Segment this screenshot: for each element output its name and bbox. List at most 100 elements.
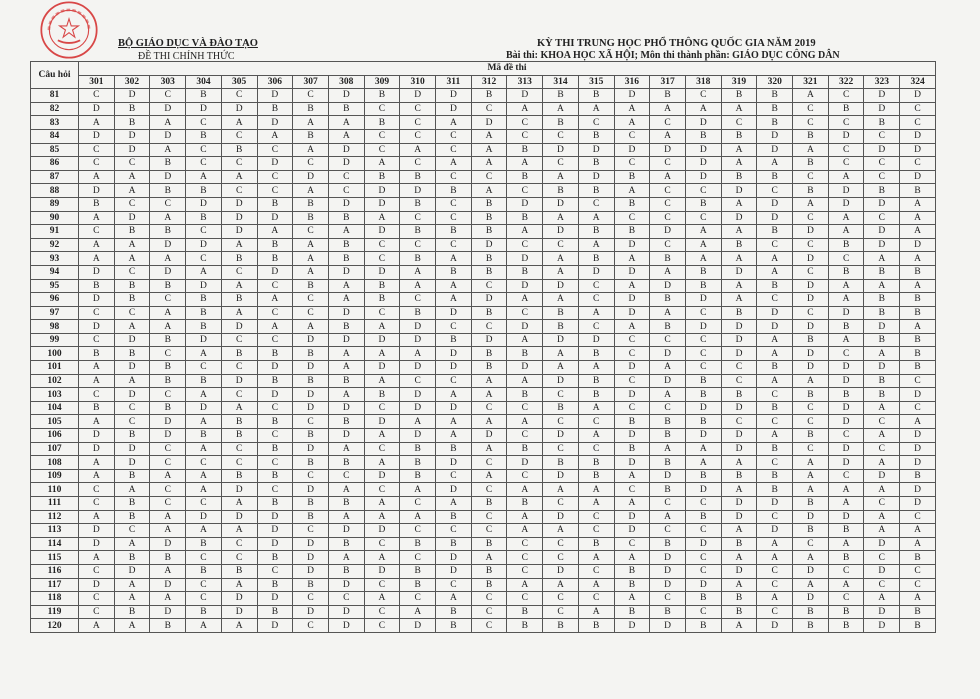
answer-cell: A: [827, 210, 865, 226]
answer-cell: B: [684, 128, 722, 144]
answer-cell: B: [292, 496, 329, 511]
answer-cell: A: [720, 577, 758, 593]
answer-cell: D: [863, 88, 901, 103]
answer-cell: A: [113, 237, 151, 253]
answer-cell: D: [899, 142, 936, 158]
answer-cell: D: [792, 319, 829, 334]
question-number: 116: [30, 563, 79, 579]
answer-cell: C: [470, 482, 508, 497]
question-number: 114: [30, 536, 79, 552]
answer-cell: B: [756, 441, 794, 457]
answer-cell: B: [399, 455, 437, 470]
answer-cell: A: [863, 346, 901, 362]
answer-cell: C: [649, 115, 686, 130]
question-number: 93: [30, 251, 79, 266]
answer-cell: A: [792, 196, 829, 212]
table-row: 102 A A B B D B B B A C C A A D B C D B C A A D B C: [30, 373, 936, 389]
answer-cell: D: [363, 264, 401, 280]
answer-cell: B: [792, 332, 829, 348]
answer-cell: D: [470, 428, 508, 443]
answer-cell: D: [327, 156, 365, 171]
answer-cell: D: [113, 332, 151, 348]
answer-cell: D: [363, 468, 401, 484]
answer-cell: C: [435, 468, 472, 484]
answer-cell: A: [506, 332, 544, 348]
answer-cell: C: [577, 523, 615, 538]
answer-cell: D: [899, 128, 936, 144]
answer-cell: B: [613, 563, 651, 579]
answer-cell: B: [149, 224, 187, 239]
answer-cell: D: [720, 563, 758, 579]
answer-cell: D: [613, 305, 651, 321]
answer-cell: B: [256, 577, 294, 593]
official-exam-label: ĐỀ THI CHÍNH THỨC: [138, 51, 235, 62]
answer-cell: C: [577, 292, 615, 307]
answer-cell: D: [720, 428, 758, 443]
answer-cell: C: [220, 455, 258, 470]
answer-cell: B: [792, 156, 829, 171]
answer-cell: B: [684, 591, 722, 606]
answer-cell: B: [506, 387, 544, 402]
answer-cell: B: [292, 509, 329, 525]
answer-cell: C: [292, 468, 329, 484]
answer-cell: D: [149, 604, 187, 620]
answer-cell: D: [220, 482, 258, 497]
answer-cell: D: [506, 278, 544, 294]
answer-cell: A: [185, 414, 222, 430]
answer-cell: A: [256, 224, 294, 239]
answer-cell: C: [470, 278, 508, 294]
answer-cell: C: [613, 156, 651, 171]
answer-cell: D: [827, 183, 865, 198]
answer-cell: B: [684, 373, 722, 389]
answer-cell: A: [327, 482, 365, 497]
answer-cell: C: [649, 156, 686, 171]
exam-code-header: 319: [720, 74, 758, 90]
answer-cell: C: [863, 156, 901, 171]
answer-cell: B: [113, 224, 151, 239]
answer-cell: B: [113, 292, 151, 307]
table-row: 109 A B A A B B C C D B C A C D B A D B B B A C D B: [30, 468, 936, 484]
answer-cell: C: [185, 142, 222, 158]
answer-cell: B: [292, 278, 329, 294]
answer-cell: D: [363, 563, 401, 579]
answer-cell: B: [470, 360, 508, 375]
answer-cell: B: [292, 128, 329, 144]
answer-cell: A: [220, 305, 258, 321]
answer-cell: A: [649, 387, 686, 402]
answer-cell: C: [613, 400, 651, 416]
answer-cell: B: [327, 536, 365, 552]
answer-cell: A: [149, 563, 187, 579]
answer-cell: B: [185, 305, 222, 321]
answer-cell: B: [113, 428, 151, 443]
answer-cell: D: [792, 224, 829, 239]
answer-cell: B: [185, 292, 222, 307]
table-row: 93 A A A C B B A B C B A B D A B A B A A A D C A A: [30, 251, 936, 266]
answer-cell: C: [363, 577, 401, 593]
table-row: 96 D B C B B A C A B C A D A A C D B D A C D A B B: [30, 292, 936, 307]
answer-cell: A: [113, 373, 151, 389]
answer-cell: A: [827, 278, 865, 294]
answer-cell: B: [506, 496, 544, 511]
answer-cell: B: [113, 604, 151, 620]
answer-cell: A: [684, 441, 722, 457]
answer-cell: A: [756, 346, 794, 362]
answer-cell: D: [256, 115, 294, 130]
answer-cell: A: [720, 156, 758, 171]
answer-cell: B: [613, 169, 651, 185]
answer-cell: D: [684, 319, 722, 334]
answer-cell: A: [684, 101, 722, 117]
answer-cell: B: [292, 101, 329, 117]
answer-cell: C: [827, 468, 865, 484]
answer-cell: B: [542, 115, 579, 130]
answer-cell: A: [78, 509, 115, 525]
answer-cell: A: [149, 210, 187, 226]
answer-cell: B: [577, 346, 615, 362]
answer-cell: C: [506, 400, 544, 416]
answer-cell: A: [327, 441, 365, 457]
answer-cell: C: [613, 346, 651, 362]
answer-cell: C: [827, 346, 865, 362]
answer-cell: B: [327, 373, 365, 389]
answer-cell: B: [863, 183, 901, 198]
answer-cell: A: [327, 292, 365, 307]
answer-cell: A: [720, 482, 758, 497]
